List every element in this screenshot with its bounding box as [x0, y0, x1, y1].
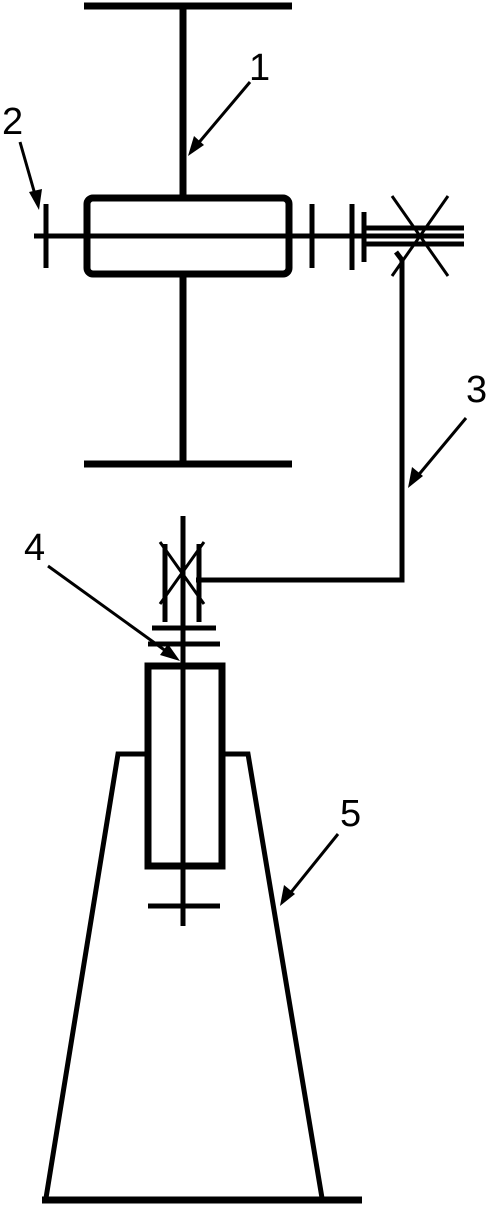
stand-frame	[43, 751, 325, 1199]
lower-pin	[144, 662, 226, 909]
label-3: 3	[466, 369, 487, 411]
arrowhead-1	[188, 136, 204, 156]
transmission-link	[196, 250, 405, 583]
label-5: 5	[340, 793, 361, 835]
label-2: 2	[2, 101, 23, 143]
arrowhead-4	[160, 644, 180, 661]
leader-5	[286, 833, 340, 897]
upper-bevel-gear	[349, 195, 464, 277]
leader-4	[47, 564, 171, 656]
lower-bevel-gear	[148, 516, 220, 926]
arrowhead-2	[29, 189, 42, 210]
leader-3	[414, 417, 468, 479]
part-labels: 1 2 3 4 5	[2, 47, 487, 835]
leader-1	[194, 81, 252, 147]
horizontal-shaft	[34, 204, 464, 268]
stand	[42, 751, 362, 1204]
arrowhead-5	[280, 885, 295, 906]
arrowhead-3	[408, 467, 423, 488]
leader-2	[18, 141, 38, 199]
label-4: 4	[24, 527, 45, 569]
leader-arrows	[18, 81, 468, 906]
label-1: 1	[249, 47, 270, 89]
transmission-link-path	[196, 250, 405, 583]
lower-pin-body	[144, 662, 226, 870]
